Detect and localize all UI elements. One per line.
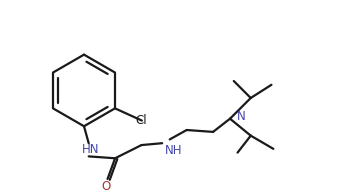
Text: Cl: Cl: [135, 114, 147, 127]
Text: N: N: [237, 110, 245, 123]
Text: HN: HN: [82, 143, 99, 156]
Text: O: O: [101, 180, 110, 192]
Text: NH: NH: [165, 144, 183, 157]
